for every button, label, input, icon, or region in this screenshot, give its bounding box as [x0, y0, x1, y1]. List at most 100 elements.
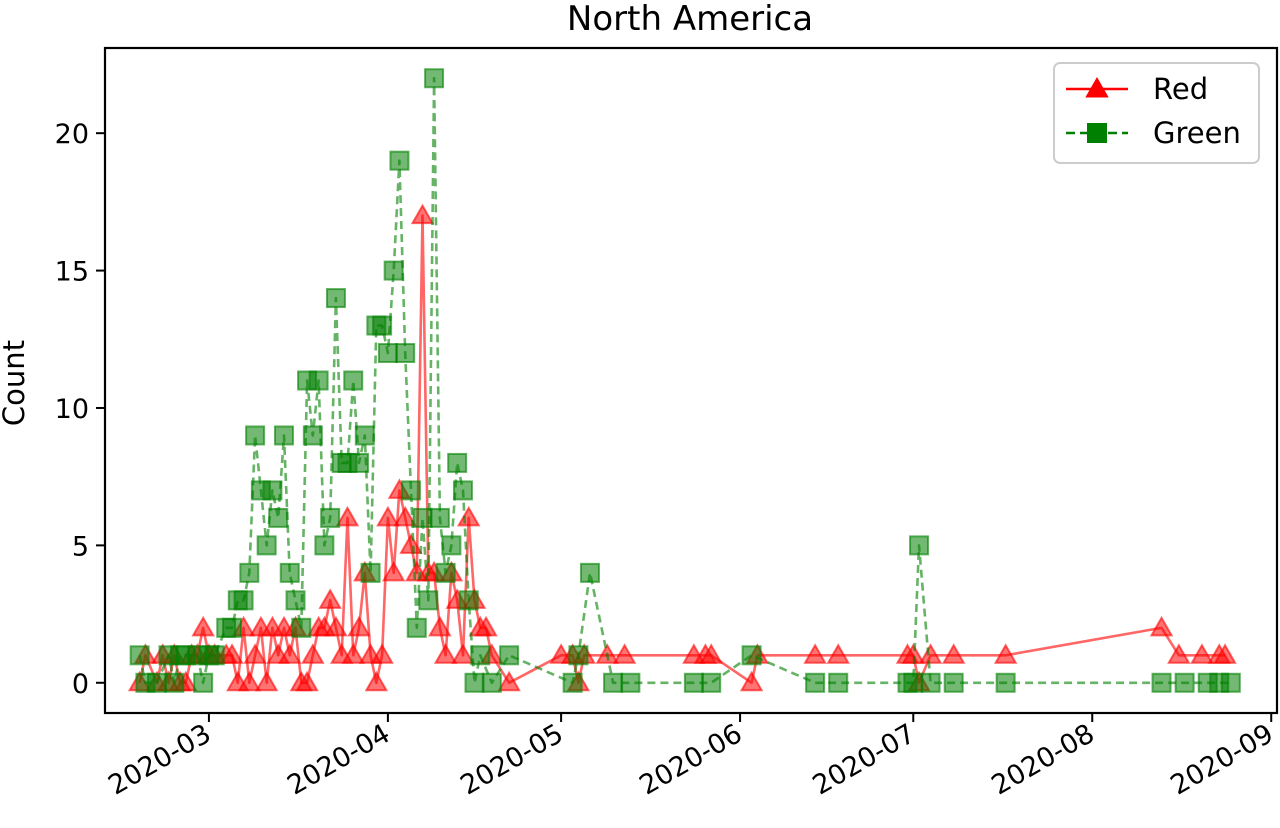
data-point-green: [256, 535, 277, 556]
data-point-red: [612, 643, 637, 664]
data-point-green: [360, 562, 381, 583]
series-green: [129, 68, 1241, 693]
data-point-green: [909, 535, 930, 556]
data-point-green: [470, 645, 491, 666]
data-point-red: [243, 643, 267, 664]
data-point-red: [324, 615, 348, 637]
data-point-green: [412, 507, 433, 528]
data-point-green: [620, 672, 641, 693]
data-point-green: [1174, 672, 1195, 693]
data-point-green: [354, 425, 375, 446]
data-point-red: [220, 643, 244, 664]
data-point-green: [441, 535, 462, 556]
data-point-red: [347, 615, 371, 637]
data-point-green: [418, 590, 439, 611]
data-point-green: [383, 260, 404, 281]
data-point-red: [1213, 643, 1237, 664]
data-point-red: [191, 615, 215, 637]
y-tick-label: 5: [72, 531, 89, 562]
data-point-green: [389, 150, 410, 171]
data-point-red: [364, 670, 389, 692]
data-point-red: [254, 670, 279, 692]
y-axis-label: Count: [0, 340, 31, 426]
data-point-green: [805, 672, 826, 693]
data-point-green: [245, 425, 266, 446]
data-point-red: [739, 670, 764, 692]
data-point-green: [464, 672, 485, 693]
data-point-green: [424, 68, 445, 89]
data-point-green: [233, 590, 254, 611]
data-point-red: [451, 643, 475, 664]
data-point-red: [393, 505, 417, 527]
y-tick-label: 0: [72, 669, 89, 700]
x-tick-label: 2020-07: [808, 718, 921, 801]
legend-label-red: Red: [1153, 72, 1208, 106]
data-point-red: [803, 643, 827, 664]
data-point-red: [699, 643, 723, 664]
data-point-green: [481, 672, 502, 693]
data-point-green: [302, 425, 323, 446]
data-point-green: [308, 370, 329, 391]
y-tick-label: 20: [55, 119, 89, 150]
data-point-red: [474, 615, 498, 637]
data-point-green: [239, 562, 260, 583]
data-point-green: [291, 617, 312, 638]
data-point-red: [826, 643, 850, 664]
data-point-green: [452, 480, 473, 501]
data-point-red: [295, 670, 319, 692]
legend-marker-green: [1087, 123, 1107, 143]
data-point-green: [995, 672, 1016, 693]
data-point-green: [562, 672, 583, 693]
x-tick-label: 2020-06: [634, 718, 747, 801]
data-point-green: [828, 672, 849, 693]
legend-marker-red: [1085, 76, 1109, 98]
data-point-red: [370, 643, 394, 664]
data-point-green: [458, 590, 479, 611]
data-point-red: [278, 643, 302, 664]
data-point-green: [273, 425, 294, 446]
data-point-green: [193, 672, 214, 693]
data-point-green: [325, 288, 346, 309]
data-point-green: [603, 672, 624, 693]
data-point-red: [941, 643, 966, 664]
data-point-red: [433, 643, 458, 664]
data-point-green: [568, 645, 589, 666]
data-point-green: [1220, 672, 1241, 693]
data-point-green: [372, 315, 393, 336]
data-point-green: [499, 645, 520, 666]
data-point-green: [129, 645, 150, 666]
data-point-green: [268, 507, 289, 528]
series-layer: [127, 68, 1241, 693]
x-axis-ticks: 2020-03 2020-04 2020-05 2020-06 2020-07 2020-…: [103, 713, 1279, 801]
series-red: [127, 203, 1237, 692]
data-point-green: [377, 343, 398, 364]
y-tick-label: 15: [55, 257, 89, 288]
data-point-green: [164, 672, 185, 693]
data-point-green: [349, 452, 370, 473]
data-point-green: [903, 672, 924, 693]
data-point-red: [318, 588, 342, 609]
data-point-red: [1149, 615, 1174, 637]
y-axis-ticks: 0 5 10 15 20: [55, 119, 105, 700]
data-point-red: [399, 533, 423, 554]
data-point-green: [943, 672, 964, 693]
data-point-red: [428, 615, 452, 637]
data-point-green: [701, 672, 722, 693]
x-tick-label: 2020-09: [1166, 718, 1279, 801]
data-point-green: [146, 672, 167, 693]
data-point-red: [301, 643, 325, 664]
data-point-green: [279, 562, 300, 583]
data-point-red: [1167, 643, 1191, 664]
data-point-red: [381, 560, 406, 582]
data-point-red: [1190, 643, 1214, 664]
x-tick-label: 2020-04: [282, 718, 395, 801]
data-point-green: [222, 617, 243, 638]
x-tick-label: 2020-08: [987, 718, 1100, 801]
data-point-green: [920, 672, 941, 693]
data-point-green: [429, 507, 450, 528]
legend: Red Green: [1053, 62, 1260, 164]
data-point-red: [335, 505, 360, 527]
data-point-red: [237, 670, 262, 692]
x-tick-label: 2020-03: [103, 718, 216, 801]
